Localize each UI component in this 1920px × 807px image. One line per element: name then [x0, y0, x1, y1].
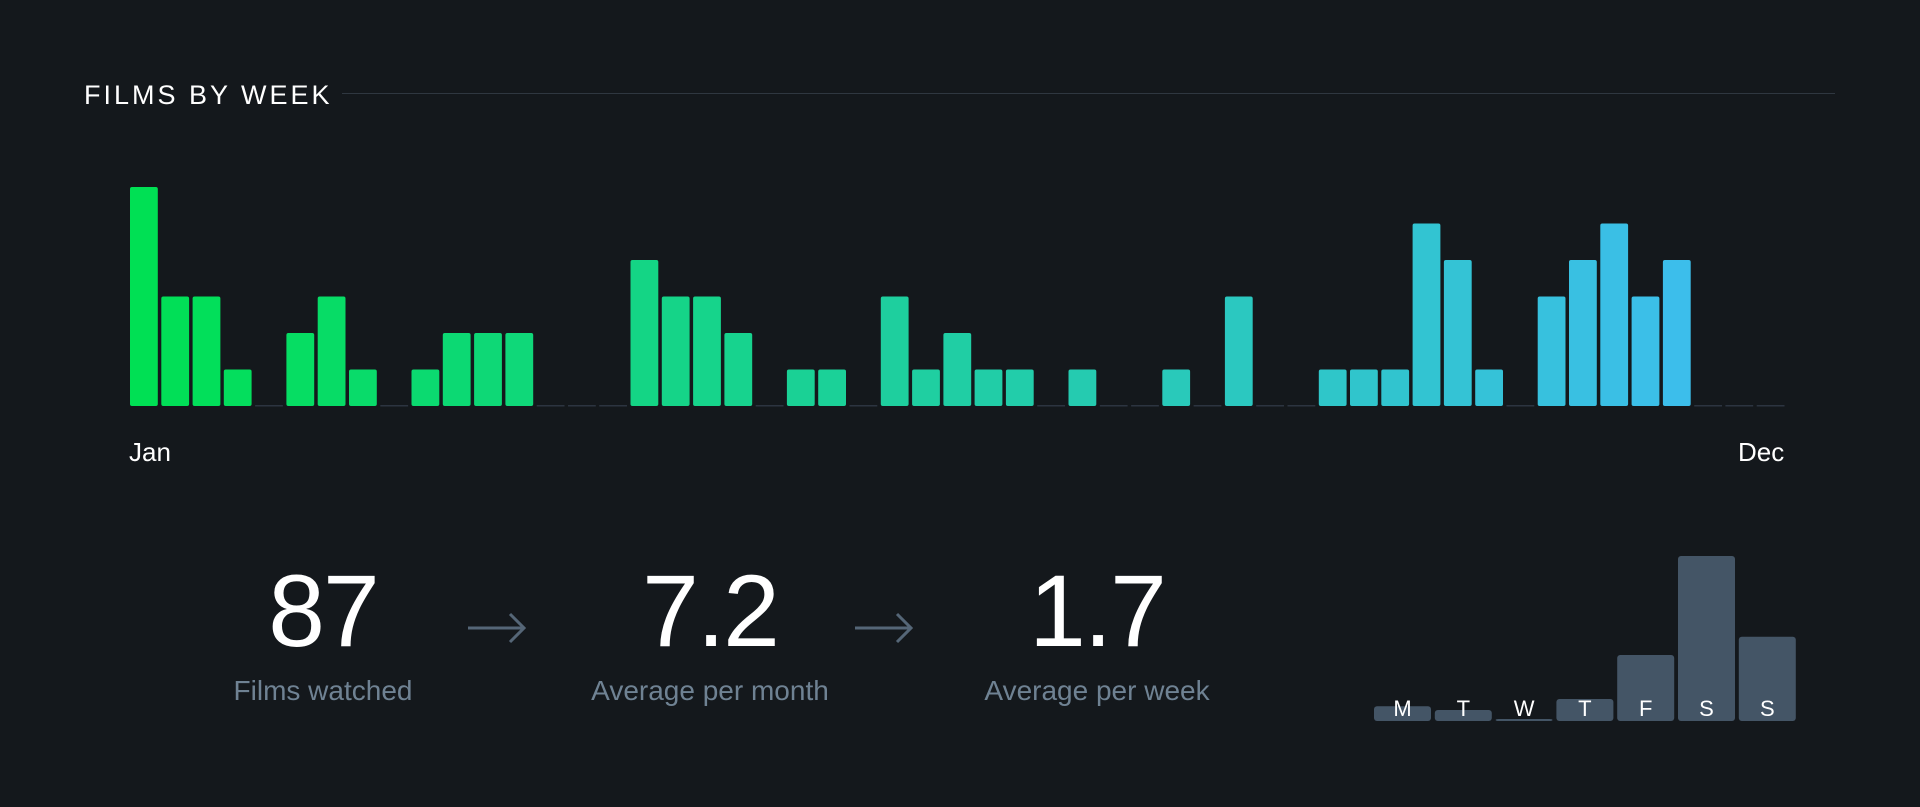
week-bar-empty: [1193, 405, 1222, 407]
week-bar: [1350, 369, 1378, 406]
week-bar: [1068, 369, 1097, 406]
stat-average-per-month: 7.2 Average per month: [560, 558, 860, 708]
weekday-bar: [1678, 556, 1735, 721]
week-bar: [693, 296, 721, 406]
week-bar: [223, 369, 252, 406]
week-bar: [818, 369, 846, 406]
x-axis-start-label: Jan: [129, 437, 171, 467]
weekday-bar: [1617, 655, 1675, 721]
section-title: FILMS BY WEEK: [84, 80, 333, 110]
weekday-label: M: [1393, 696, 1411, 721]
week-bar: [192, 296, 221, 406]
weekday-bar: [1374, 706, 1431, 721]
week-bar-empty: [1725, 405, 1754, 407]
week-bar: [912, 369, 940, 406]
week-bar: [442, 333, 471, 406]
week-bar: [1569, 260, 1597, 406]
week-bar: [943, 333, 972, 406]
stat-value: 7.2: [642, 554, 780, 668]
week-bar: [974, 369, 1003, 406]
week-bar: [1443, 260, 1472, 406]
week-bar-empty: [849, 405, 878, 407]
week-bar: [1600, 223, 1629, 406]
week-bar: [286, 333, 315, 406]
week-bar: [724, 333, 753, 406]
week-bar-empty: [1131, 405, 1159, 407]
week-bar: [1631, 296, 1660, 406]
stat-label: Films watched: [233, 675, 413, 706]
stat-label: Average per week: [984, 675, 1210, 706]
arrow-right-icon: [468, 612, 527, 644]
week-bar-empty: [1256, 405, 1284, 407]
week-bar-empty: [1506, 405, 1535, 407]
weekday-label: F: [1639, 696, 1652, 721]
weekday-label: S: [1699, 696, 1714, 721]
stat-value: 87: [268, 554, 379, 668]
films-by-week-chart: [130, 187, 1785, 407]
week-bar: [630, 260, 659, 406]
weekday-bar: [1556, 699, 1614, 721]
week-bar: [880, 296, 909, 406]
stat-value: 1.7: [1029, 554, 1167, 668]
week-bar: [661, 296, 690, 406]
week-bar: [474, 333, 502, 406]
week-bar: [317, 296, 346, 406]
arrow-right-icon: [855, 612, 914, 644]
week-bar-empty: [255, 405, 283, 407]
week-bar-empty: [1099, 405, 1128, 407]
stat-films-watched: 87 Films watched: [173, 558, 473, 708]
week-bar-empty: [1756, 405, 1785, 407]
weekday-label: T: [1457, 696, 1470, 721]
week-bar-empty: [1037, 405, 1065, 407]
week-bar: [1162, 369, 1191, 406]
weekday-label: S: [1760, 696, 1775, 721]
section-divider: [342, 93, 1835, 94]
week-bar: [1537, 296, 1566, 406]
week-bar: [411, 369, 440, 406]
week-bar-empty: [536, 405, 565, 407]
week-bar: [1318, 369, 1347, 406]
stat-label: Average per month: [591, 675, 829, 706]
week-bar: [1381, 369, 1410, 406]
week-bar: [1475, 369, 1503, 406]
weekday-label: W: [1514, 696, 1535, 721]
x-axis-end-label: Dec: [1738, 437, 1785, 467]
week-bar-empty: [568, 405, 596, 407]
week-bar: [1662, 260, 1691, 406]
week-bar-empty: [380, 405, 409, 407]
week-bar: [1224, 296, 1253, 406]
week-bar: [130, 187, 158, 406]
week-bar: [161, 296, 190, 406]
weekday-bar: [1434, 710, 1492, 721]
week-bar-empty: [1287, 405, 1316, 407]
stat-average-per-week: 1.7 Average per week: [947, 558, 1247, 708]
weekday-bar: [1738, 636, 1796, 721]
weekday-label: T: [1578, 696, 1591, 721]
weekday-bar: [1495, 719, 1553, 721]
week-bar: [349, 369, 377, 406]
week-bar-empty: [599, 405, 627, 407]
week-bar-empty: [755, 405, 784, 407]
week-bar-empty: [1694, 405, 1722, 407]
week-bar: [505, 333, 534, 406]
week-bar: [786, 369, 815, 406]
week-bar: [1005, 369, 1034, 406]
week-bar: [1412, 223, 1441, 406]
